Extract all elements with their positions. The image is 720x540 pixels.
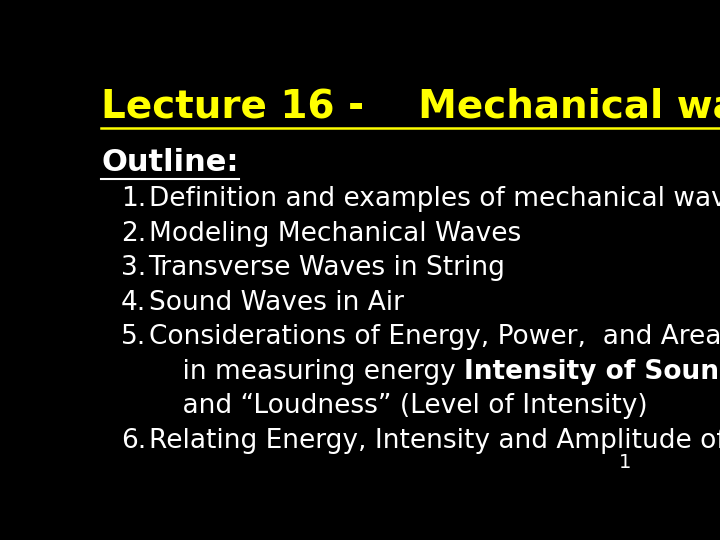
- Text: Modeling Mechanical Waves: Modeling Mechanical Waves: [148, 221, 521, 247]
- Text: Sound Waves in Air: Sound Waves in Air: [148, 290, 404, 316]
- Text: 5.: 5.: [121, 324, 146, 350]
- Text: Relating Energy, Intensity and Amplitude of sound: Relating Energy, Intensity and Amplitude…: [148, 428, 720, 454]
- Text: 1.: 1.: [121, 186, 146, 212]
- Text: 1: 1: [619, 453, 631, 472]
- Text: Intensity of Sound: Intensity of Sound: [464, 359, 720, 385]
- Text: Outline:: Outline:: [101, 148, 238, 177]
- Text: in measuring energy: in measuring energy: [148, 359, 464, 385]
- Text: 4.: 4.: [121, 290, 146, 316]
- Text: Definition and examples of mechanical waves: Definition and examples of mechanical wa…: [148, 186, 720, 212]
- Text: Considerations of Energy, Power,  and Area: Considerations of Energy, Power, and Are…: [148, 324, 720, 350]
- Text: 6.: 6.: [121, 428, 146, 454]
- Text: and “Loudness” (Level of Intensity): and “Loudness” (Level of Intensity): [148, 393, 647, 419]
- Text: 3.: 3.: [121, 255, 146, 281]
- Text: 2.: 2.: [121, 221, 146, 247]
- Text: Transverse Waves in String: Transverse Waves in String: [148, 255, 505, 281]
- Text: Lecture 16 -    Mechanical waves: Lecture 16 - Mechanical waves: [101, 87, 720, 126]
